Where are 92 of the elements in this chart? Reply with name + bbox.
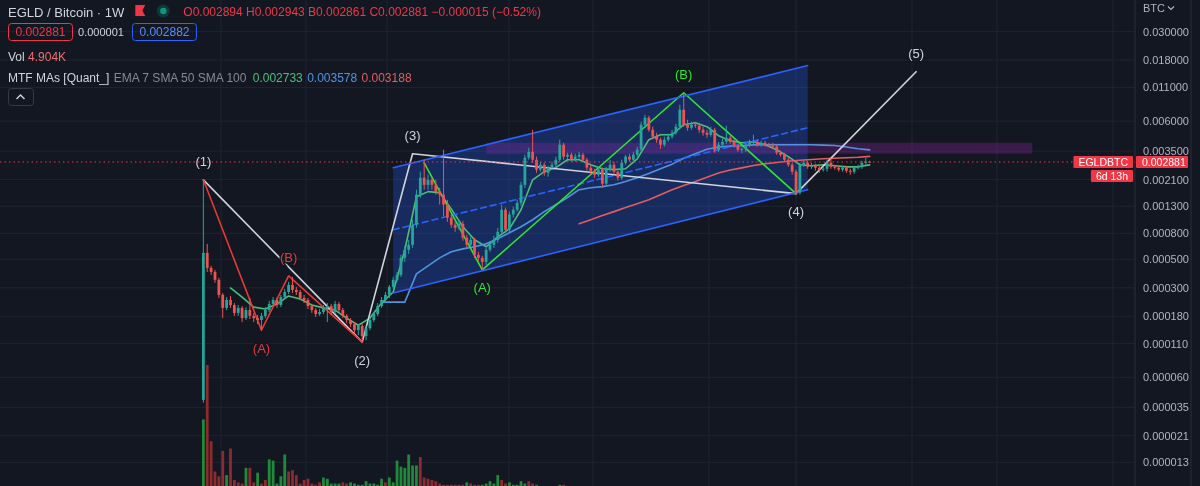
annotation: 0.002733 [252, 71, 304, 85]
annotation: (A) [473, 280, 491, 296]
y-tick-label: 0.030000 [1143, 25, 1189, 38]
bar [418, 456, 422, 486]
bar [384, 482, 387, 486]
bar [263, 479, 267, 486]
y-tick-label: 0.000013 [1143, 456, 1189, 469]
candlestick [205, 243, 209, 273]
bar [221, 450, 225, 486]
bar [322, 477, 325, 486]
bar [341, 482, 345, 486]
y-tick-label: 0.002100 [1143, 173, 1189, 186]
bar [291, 470, 294, 486]
bar [267, 459, 271, 486]
y-tick-label: 0.000035 [1143, 401, 1189, 414]
bar [500, 479, 504, 486]
annotation: EMA 7 SMA 50 SMA 100 [113, 71, 247, 85]
annotation: (1) [195, 154, 212, 170]
bar [465, 482, 469, 486]
bar [387, 477, 391, 486]
annotation: 0.002882 [139, 25, 190, 39]
y-axis-title: BTC [1143, 2, 1166, 14]
bar [325, 478, 329, 486]
annotation: (2) [354, 352, 371, 368]
chart-subtitle: O0.002894 H0.002943 B0.002861 C0.002881 −0.000015 (−0.52%) [183, 5, 541, 19]
annotation: (B) [279, 250, 298, 266]
candlestick [558, 139, 562, 163]
annotation: 6d 13h [1095, 169, 1129, 182]
candlestick [446, 199, 449, 223]
y-tick-label: 0.003500 [1143, 145, 1189, 158]
annotation: MTF MAs [Quant_] [8, 71, 110, 85]
annotation: (A) [252, 340, 271, 356]
y-tick-label: 0.000060 [1143, 371, 1189, 384]
annotation: (B) [675, 67, 693, 83]
y-tick-label: 0.000110 [1143, 337, 1189, 350]
annotation: 0.003578 [307, 71, 358, 85]
annotation: 0.002881 [15, 25, 66, 39]
candlestick [682, 92, 686, 128]
candlestick [752, 134, 755, 146]
candlestick [411, 219, 414, 249]
y-tick-label: 0.000500 [1143, 253, 1189, 266]
bar [225, 475, 229, 486]
candlestick [248, 297, 252, 320]
annotation: (5) [908, 46, 925, 62]
annotation: (4) [788, 204, 804, 220]
annotation: 0.003188 [361, 71, 412, 85]
candlestick [500, 204, 504, 235]
candlestick [713, 127, 717, 154]
y-tick-label: 0.006000 [1143, 115, 1189, 128]
y-tick-label: 0.001300 [1143, 200, 1189, 213]
bar [229, 448, 232, 486]
y-tick-label: 0.011000 [1143, 81, 1189, 94]
annotation: (3) [404, 128, 421, 144]
bar [201, 419, 205, 486]
bar [236, 482, 240, 486]
bar [415, 465, 418, 486]
bar [248, 467, 252, 486]
line-series [578, 155, 871, 225]
candlestick [442, 149, 445, 218]
candlestick [724, 125, 728, 145]
bar [434, 481, 438, 486]
y-tick-label: 0.000021 [1143, 429, 1189, 442]
candlestick [418, 171, 422, 199]
annotation: Vol 4.904K [8, 50, 67, 64]
y-tick-label: 0.018000 [1143, 54, 1189, 67]
bar [205, 365, 209, 486]
bar [527, 481, 531, 486]
bar [349, 482, 352, 486]
bar [287, 471, 290, 486]
candlestick [508, 211, 511, 234]
candlestick [577, 151, 581, 160]
bar [256, 472, 259, 486]
candlestick [422, 159, 426, 191]
bar [380, 478, 383, 486]
candlestick [325, 302, 329, 323]
candlestick [473, 237, 476, 259]
y-tick-label: 0.000180 [1143, 310, 1189, 323]
candlestick [620, 159, 624, 181]
candlestick [546, 165, 550, 178]
text: 0.002881 [1142, 155, 1186, 168]
line-series [202, 179, 363, 343]
bar [283, 454, 287, 486]
bar [318, 482, 321, 486]
chart-title: EGLD / Bitcoin · 1W [8, 4, 126, 20]
bar [407, 454, 411, 486]
bar [496, 475, 500, 486]
bar [508, 482, 511, 486]
candlestick [531, 129, 535, 164]
y-tick-label: 0.000800 [1143, 227, 1189, 240]
y-tick-label: 0.000300 [1143, 281, 1189, 294]
annotation: 0.000001 [78, 26, 124, 38]
candlestick [504, 207, 507, 234]
